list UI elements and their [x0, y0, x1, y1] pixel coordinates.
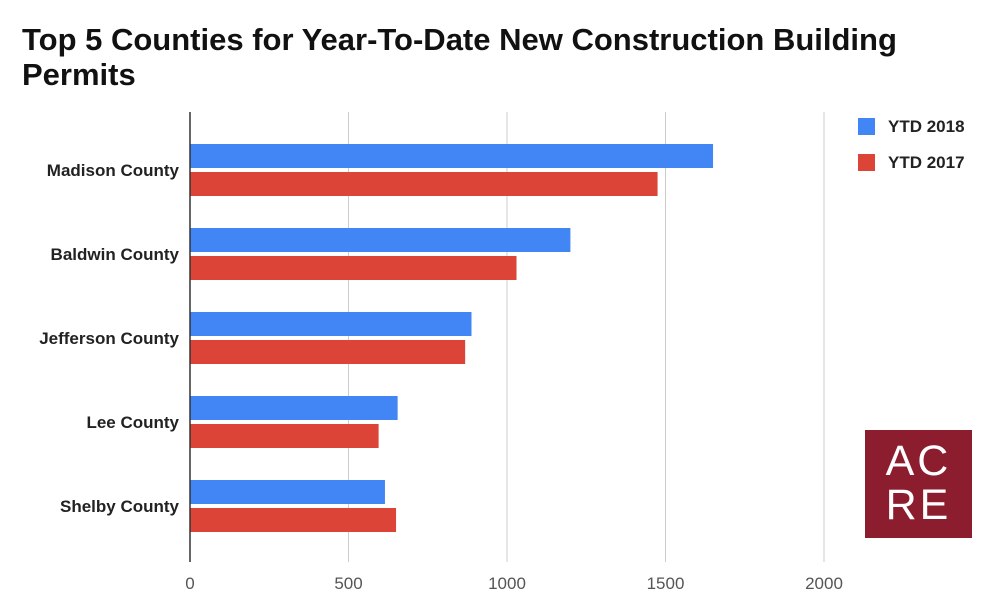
legend-swatch-ytd-2017	[858, 154, 875, 171]
x-tick-label-1500: 1500	[647, 574, 685, 593]
bar-jefferson-county-ytd-2018	[190, 312, 472, 336]
bar-shelby-county-ytd-2017	[190, 508, 397, 532]
bar-baldwin-county-ytd-2018	[190, 228, 571, 252]
bar-jefferson-county-ytd-2017	[190, 340, 466, 364]
bar-lee-county-ytd-2018	[190, 396, 398, 420]
x-tick-label-2000: 2000	[805, 574, 843, 593]
category-label-lee-county: Lee County	[86, 413, 179, 432]
category-label-jefferson-county: Jefferson County	[39, 329, 179, 348]
category-label-baldwin-county: Baldwin County	[51, 245, 180, 264]
legend-swatch-ytd-2018	[858, 118, 875, 135]
legend: YTD 2018 YTD 2017	[858, 117, 965, 172]
bars	[190, 144, 714, 532]
logo-text-bottom: RE	[885, 481, 952, 529]
category-label-shelby-county: Shelby County	[60, 497, 180, 516]
category-label-madison-county: Madison County	[47, 161, 180, 180]
bar-baldwin-county-ytd-2017	[190, 256, 517, 280]
x-tick-label-500: 500	[334, 574, 362, 593]
x-tick-label-0: 0	[185, 574, 194, 593]
x-tick-label-1000: 1000	[488, 574, 526, 593]
x-axis-ticks: 0 500 1000 1500 2000	[185, 574, 843, 593]
legend-label-ytd-2018: YTD 2018	[888, 117, 965, 136]
y-axis-categories: Madison County Baldwin County Jefferson Co…	[39, 161, 179, 516]
bar-lee-county-ytd-2017	[190, 424, 379, 448]
acre-logo: AC RE	[865, 430, 972, 538]
chart-title: Top 5 Counties for Year-To-Date New Cons…	[22, 22, 897, 92]
bar-madison-county-ytd-2017	[190, 172, 658, 196]
logo-text-top: AC	[885, 437, 952, 485]
bar-madison-county-ytd-2018	[190, 144, 714, 168]
bar-shelby-county-ytd-2018	[190, 480, 385, 504]
legend-label-ytd-2017: YTD 2017	[888, 153, 965, 172]
